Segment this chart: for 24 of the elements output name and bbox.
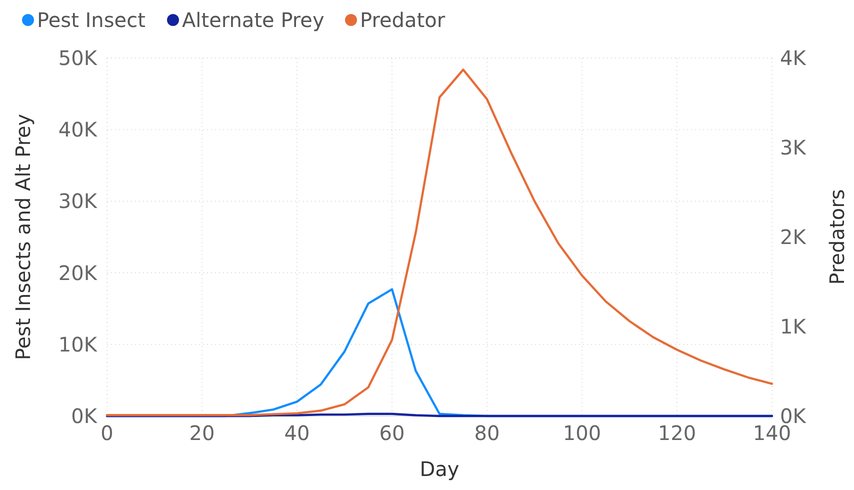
legend-label: Predator [360,8,446,32]
y-tick-label: 0K [71,404,98,428]
y-tick-label: 30K [58,189,98,214]
y2-tick-label: 2K [780,225,807,249]
line-series [106,68,774,416]
y2-axis-title: Predators [825,189,849,285]
x-tick-label: 120 [658,421,696,445]
legend-label: Alternate Prey [182,8,324,32]
legend-label: Pest Insect [37,8,146,32]
y2-tick-label: 1K [780,314,807,338]
y-tick-label: 20K [58,260,98,285]
x-tick-label: 60 [379,421,405,445]
x-tick-label: 20 [189,421,215,445]
y-tick-label: 40K [58,118,98,142]
x-axis-title: Day [420,457,460,481]
x-tick-label: 100 [562,421,602,445]
y-axis-title: Pest Insects and Alt Prey [11,114,35,360]
y-tick-label: 50K [58,46,98,70]
x-tick-label: 0 [100,421,114,445]
x-tick-label: 40 [284,421,310,445]
y-tick-label: 10K [58,332,98,356]
x-tick-label: 80 [474,421,500,445]
y2-tick-label: 3K [780,136,807,160]
y2-tick-label: 4K [780,46,807,70]
